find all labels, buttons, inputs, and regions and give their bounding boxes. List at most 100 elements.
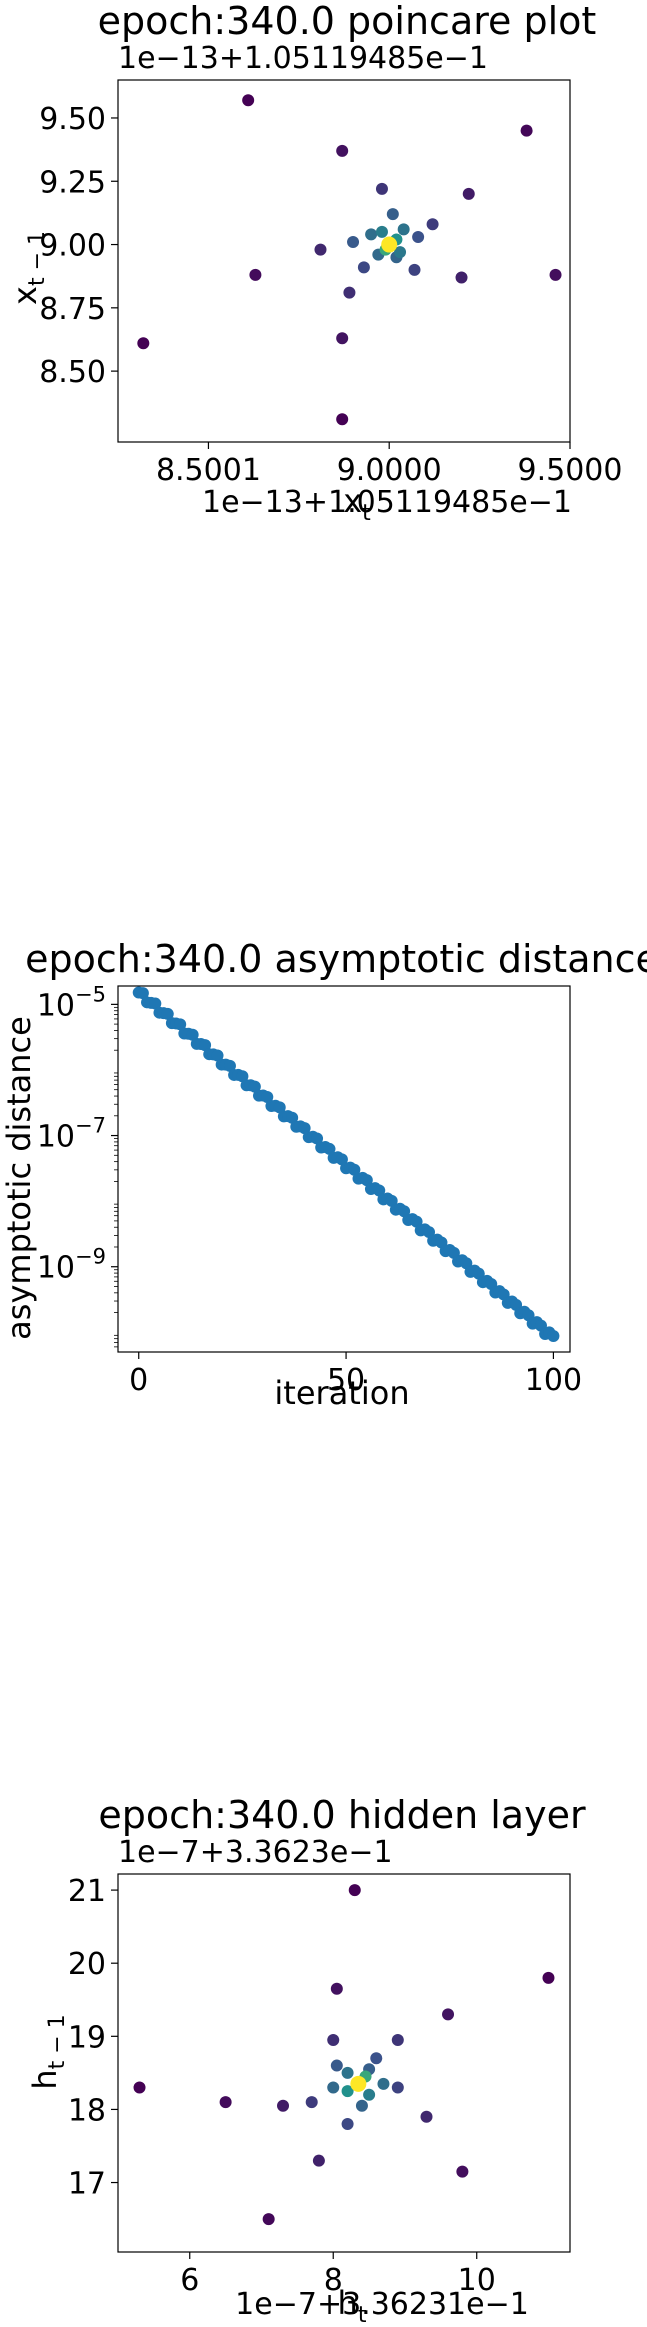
data-point	[348, 1163, 361, 1176]
data-point	[365, 228, 378, 241]
y-tick-label: 9.00	[39, 229, 106, 264]
y-axis-label: asymptotic distance	[0, 1016, 38, 1340]
data-point	[341, 2118, 354, 2131]
axes-frame	[117, 985, 571, 1353]
data-point	[341, 2085, 354, 2098]
data-point	[327, 2033, 340, 2046]
data-point	[347, 236, 360, 249]
data-point	[236, 1070, 249, 1083]
x-tick-label: 50	[327, 1363, 365, 1398]
x-tick-label: 8.5001	[156, 453, 261, 488]
hidden-layer-panel: epoch:340.0 hidden layer 1e−7+3.3623e−1 …	[0, 1790, 647, 2327]
data-point	[357, 261, 370, 274]
data-point	[305, 2096, 318, 2109]
y-tick-label: 18	[68, 2093, 106, 2128]
data-point	[350, 2075, 367, 2092]
data-point	[408, 263, 421, 276]
data-point	[375, 225, 388, 238]
data-point	[412, 230, 425, 243]
data-point	[149, 997, 162, 1010]
data-point	[277, 2099, 290, 2112]
data-point	[426, 218, 439, 231]
data-point	[370, 2052, 383, 2065]
y-axis-label: ht − 1	[26, 2014, 70, 2089]
data-point	[314, 243, 327, 256]
asymptotic-chart: epoch:340.0 asymptotic distance 0 50 100 10…	[0, 937, 647, 1412]
x-offset-text: 1e−13+1.05119485e−1	[202, 485, 572, 520]
data-point	[174, 1018, 187, 1031]
data-point	[456, 2165, 469, 2178]
data-point	[341, 2066, 354, 2079]
chart-title: epoch:340.0 hidden layer	[98, 1793, 586, 1837]
data-point	[336, 144, 349, 157]
data-point	[223, 1059, 236, 1072]
x-tick-label: 10	[458, 2263, 496, 2298]
chart-title: epoch:340.0 asymptotic distance	[25, 937, 647, 981]
data-point	[261, 1090, 274, 1103]
data-point	[249, 268, 262, 281]
y-tick-label: 17	[68, 2167, 106, 2202]
y-offset-text: 1e−7+3.3623e−1	[118, 1835, 393, 1870]
y-tick-label: 8.75	[39, 292, 106, 327]
data-point	[348, 1884, 361, 1897]
data-point	[375, 182, 388, 195]
data-point	[336, 413, 349, 426]
data-point	[355, 2099, 368, 2112]
data-point	[542, 1971, 555, 1984]
data-point	[336, 332, 349, 345]
x-offset-text: 1e−7+3.36231e−1	[235, 2287, 529, 2322]
y-tick-label: 20	[68, 1947, 106, 1982]
data-point	[323, 1142, 336, 1155]
data-point	[343, 286, 356, 299]
plot-axes: 8.5001 9.0000 9.5000 8.50 8.75 9.00 9.25 9.50	[39, 79, 623, 488]
data-point	[386, 208, 399, 221]
data-point	[199, 1039, 212, 1052]
data-point	[186, 1028, 199, 1041]
data-point	[311, 1132, 324, 1145]
data-point	[547, 1330, 560, 1343]
poincare-chart: epoch:340.0 poincare plot 1e−13+1.051194…	[6, 0, 623, 526]
data-point	[298, 1122, 311, 1135]
data-point	[273, 1101, 286, 1114]
x-tick-label: 100	[525, 1363, 582, 1398]
y-axis-label: xt − 1	[6, 231, 50, 305]
x-tick-label: 8	[324, 2263, 343, 2298]
data-point	[391, 2033, 404, 2046]
data-point	[462, 187, 475, 200]
y-offset-text: 1e−13+1.05119485e−1	[118, 41, 488, 76]
data-point	[136, 987, 149, 1000]
data-point	[335, 1153, 348, 1166]
data-point	[394, 246, 407, 259]
data-point	[219, 2096, 232, 2109]
data-point	[455, 271, 468, 284]
plot-axes: 6 8 10 17 18 19 20 21	[68, 1873, 571, 2298]
x-tick-label: 9.5000	[518, 453, 623, 488]
x-axis-label: iteration	[274, 1374, 409, 1412]
x-tick-label: 6	[180, 2263, 199, 2298]
chart-title: epoch:340.0 poincare plot	[98, 0, 597, 43]
data-point	[391, 2081, 404, 2094]
y-tick-label: 8.50	[39, 355, 106, 390]
data-point	[211, 1049, 224, 1062]
data-point	[363, 2088, 376, 2101]
plot-axes: 0 50 100 10−5 10−7 10−9	[37, 982, 582, 1398]
poincare-panel: epoch:340.0 poincare plot 1e−13+1.051194…	[0, 0, 647, 526]
data-point	[286, 1111, 299, 1124]
x-tick-label: 0	[129, 1363, 148, 1398]
asymptotic-panel: epoch:340.0 asymptotic distance 0 50 100 10…	[0, 920, 647, 1440]
data-point	[442, 2008, 455, 2021]
y-tick-label: 21	[68, 1874, 106, 1909]
y-tick-label: 19	[68, 2020, 106, 2055]
data-point	[312, 2154, 325, 2167]
data-point	[327, 2081, 340, 2094]
data-point	[377, 2077, 390, 2090]
data-point	[330, 1982, 343, 1995]
data-point	[248, 1080, 261, 1093]
data-point	[549, 268, 562, 281]
data-point	[137, 337, 150, 350]
y-tick-label: 10−5	[37, 982, 106, 1023]
data-point	[420, 2110, 433, 2123]
y-tick-label: 9.25	[39, 165, 106, 200]
hidden-layer-chart: epoch:340.0 hidden layer 1e−7+3.3623e−1 …	[26, 1793, 586, 2327]
data-point	[520, 124, 533, 137]
